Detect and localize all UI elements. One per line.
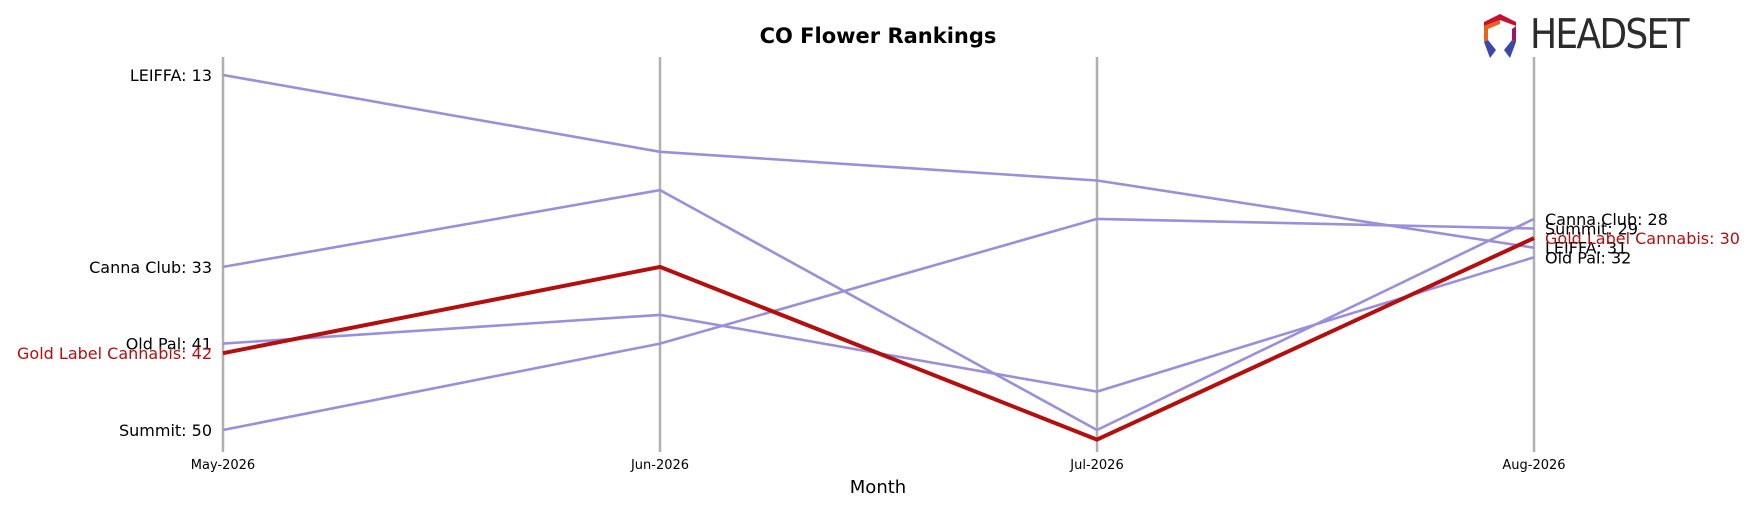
series-line-canna-club (222, 188, 1535, 432)
series-line-leiffa (222, 73, 1535, 249)
series-lines (222, 73, 1535, 442)
series-line-old-pal (222, 256, 1535, 393)
x-axis: May-2026 Jun-2026 Jul-2026 Aug-2026 (191, 458, 1566, 473)
left-label-leiffa: LEIFFA: 13 (130, 66, 212, 85)
series-line-gold-label-cannabis (222, 236, 1535, 442)
chart-title: CO Flower Rankings (760, 24, 997, 48)
right-label-old-pal: Old Pal: 32 (1545, 248, 1631, 267)
headset-logo: HEADSET (1474, 10, 1704, 60)
left-label-canna-club: Canna Club: 33 (89, 258, 212, 277)
right-labels: LEIFFA: 31 Canna Club: 28 Old Pal: 32Gold … (1545, 210, 1740, 267)
series-line-summit (222, 217, 1535, 432)
left-label-gold-label-cannabis: Gold Label Cannabis: 42 (17, 344, 212, 363)
right-label-canna-club: Canna Club: 28 (1545, 210, 1668, 229)
right-label-leiffa: LEIFFA: 31 (1545, 239, 1627, 258)
right-label-gold-label-cannabis: Gold Label Cannabis: 30 (1545, 229, 1740, 248)
x-axis-label: Month (850, 477, 906, 498)
left-label-old-pal: Old Pal: 41 (126, 335, 212, 354)
gridlines (221, 57, 1536, 452)
x-tick-label: Jun-2026 (630, 458, 689, 473)
x-tick-label: May-2026 (191, 458, 255, 473)
x-tick-label: Aug-2026 (1502, 458, 1565, 473)
left-label-summit: Summit: 50 (119, 421, 212, 440)
logo-text: HEADSET (1530, 10, 1690, 58)
left-labels: LEIFFA: 13 Canna Club: 33 Old Pal: 41Gold … (17, 66, 212, 440)
right-label-summit: Summit: 29 (1545, 220, 1638, 239)
x-tick-label: Jul-2026 (1069, 458, 1123, 473)
headset-logo-icon (1484, 14, 1516, 58)
